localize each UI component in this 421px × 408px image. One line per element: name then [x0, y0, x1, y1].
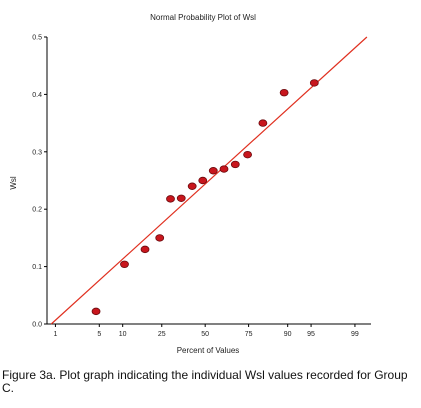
data-point: [166, 195, 175, 203]
x-tick-label: 25: [158, 331, 166, 338]
data-point: [279, 88, 289, 97]
y-tick-label: 0.0: [32, 322, 42, 329]
data-point: [309, 79, 319, 87]
points-group: [91, 79, 319, 316]
data-point: [208, 167, 218, 175]
data-point: [230, 160, 240, 169]
y-tick-label: 0.1: [32, 264, 42, 271]
x-tick-label: 99: [351, 331, 359, 338]
fit-line: [50, 36, 368, 325]
x-tick-label: 95: [307, 331, 315, 338]
data-point: [187, 182, 197, 190]
y-axis-label: Wsl: [9, 176, 18, 190]
data-point: [140, 245, 150, 254]
x-tick-label: 90: [284, 331, 292, 338]
data-point: [258, 119, 268, 127]
y-tick-label: 0.5: [32, 35, 42, 42]
axes: 0.0 0.1 0.2 0.3 0.4 0.5 1 5 10 25 50 75 90 95 99: [32, 35, 371, 338]
data-point: [219, 165, 229, 173]
x-tick-label: 5: [97, 331, 101, 338]
y-tick-label: 0.4: [32, 92, 42, 99]
fit-line-group: [50, 36, 368, 325]
x-tick-label: 10: [119, 331, 127, 338]
data-point: [155, 234, 165, 242]
data-point: [243, 150, 252, 159]
chart-title: Normal Probability Plot of Wsl: [150, 13, 256, 22]
data-point: [120, 260, 129, 269]
x-tick-label: 50: [201, 331, 209, 338]
figure-caption: Figure 3a. Plot graph indicating the ind…: [2, 368, 408, 395]
chart: Normal Probability Plot of Wsl 0.0 0.1 0.2…: [9, 13, 371, 355]
y-tick-label: 0.3: [32, 149, 42, 156]
data-point: [91, 307, 101, 316]
x-axis-label: Percent of Values: [177, 346, 240, 355]
x-tick-label: 75: [245, 331, 253, 338]
x-tick-label: 1: [53, 331, 57, 338]
data-point: [176, 194, 186, 202]
data-point: [198, 176, 208, 185]
y-tick-label: 0.2: [32, 207, 42, 214]
